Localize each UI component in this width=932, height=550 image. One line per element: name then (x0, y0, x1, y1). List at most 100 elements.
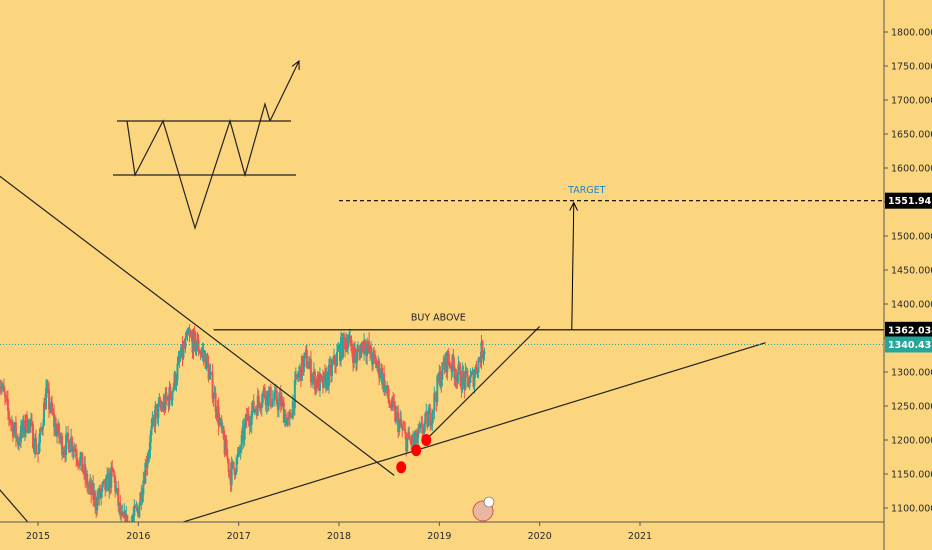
candle-body (291, 400, 294, 419)
candle-body (33, 437, 36, 452)
candle-body (74, 448, 77, 452)
candle-body (438, 371, 441, 382)
candle-body (106, 473, 109, 477)
candle-body (243, 424, 246, 440)
candle-body (65, 434, 68, 455)
candle-body (379, 375, 382, 378)
candle-body (338, 346, 340, 351)
candle-body (426, 411, 429, 427)
candle-body (410, 440, 413, 446)
candle-body (479, 359, 482, 363)
candle-body (319, 374, 322, 378)
candle-body (303, 352, 306, 359)
trendline-lower-left (0, 489, 29, 522)
price-label-bg (885, 192, 932, 209)
candle-body (229, 470, 232, 486)
candle-body (453, 366, 456, 379)
candle-body (281, 400, 284, 403)
candle-body (460, 385, 463, 390)
candle-body (226, 456, 229, 460)
candle-body (335, 352, 338, 366)
candle-body (317, 374, 320, 391)
candle-body (26, 429, 29, 432)
candle-body (127, 523, 129, 531)
candle-body (431, 413, 434, 425)
price-label-bg (885, 321, 932, 338)
candle-body (295, 374, 298, 377)
candle-body (19, 425, 22, 443)
candle-body (314, 379, 317, 391)
candle-body (329, 363, 332, 376)
candle-body (421, 423, 424, 434)
annotation-target: TARGET (567, 185, 606, 196)
price-label: 1340.437 (888, 340, 932, 351)
x-tick-label: 2019 (427, 531, 451, 542)
candle-body (348, 337, 351, 344)
candle-body (427, 414, 430, 427)
candle-body (390, 407, 393, 409)
candle-body (198, 352, 201, 354)
candle-body (424, 413, 427, 424)
candle-body (214, 392, 217, 412)
candle-body (248, 421, 251, 426)
candle-body (11, 422, 14, 437)
candle-body (178, 357, 181, 360)
candle-body (457, 364, 460, 376)
candle-body (161, 406, 164, 410)
candle-body (389, 403, 392, 408)
candle-body (142, 480, 145, 495)
candle-body (306, 367, 309, 369)
candle-body (454, 375, 457, 379)
candle-body (44, 402, 47, 410)
candle-body (380, 367, 383, 376)
candle-body (396, 411, 399, 413)
candle-body (349, 335, 352, 338)
candle-body (365, 350, 368, 356)
candle-body (56, 431, 59, 436)
candle-body (217, 406, 220, 426)
candle-body (253, 409, 256, 413)
candle-body (302, 358, 305, 372)
candle-body (9, 422, 12, 424)
candle-body (383, 373, 386, 392)
y-tick-label: 1150.000 (891, 470, 932, 481)
candle-body (296, 376, 299, 378)
candle-body (356, 351, 359, 363)
candle-body (140, 492, 143, 502)
candle-body (41, 429, 44, 431)
sketch-breakout-arrow (269, 61, 299, 122)
candle-body (199, 353, 202, 355)
candle-body (67, 432, 70, 441)
candle-body (180, 344, 183, 357)
candle-body (326, 372, 329, 387)
candle-body (428, 408, 431, 415)
candle-body (86, 473, 89, 488)
candle-body (264, 397, 267, 406)
trendline-ascending-support (181, 342, 766, 522)
candle-body (375, 359, 378, 368)
candle-body (241, 427, 244, 435)
candle-body (155, 404, 158, 406)
candle-body (367, 341, 370, 347)
candle-body (343, 334, 346, 340)
candle-body (138, 505, 141, 517)
candle-body (318, 374, 321, 391)
candle-body (207, 363, 210, 380)
candle-body (346, 341, 349, 349)
candle-body (119, 502, 122, 516)
candle-body (210, 372, 213, 374)
candle-body (40, 429, 43, 431)
annotation-buy-above: BUY ABOVE (411, 312, 466, 323)
candle-body (91, 483, 94, 495)
candle-body (110, 466, 113, 488)
y-tick-label: 1300.000 (891, 368, 932, 379)
candle-body (381, 367, 384, 385)
candle-body (205, 354, 208, 369)
candle-body (266, 391, 269, 406)
candle-body (96, 496, 99, 511)
candle-body (21, 419, 24, 432)
candle-body (63, 452, 66, 454)
candle-body (463, 377, 466, 390)
